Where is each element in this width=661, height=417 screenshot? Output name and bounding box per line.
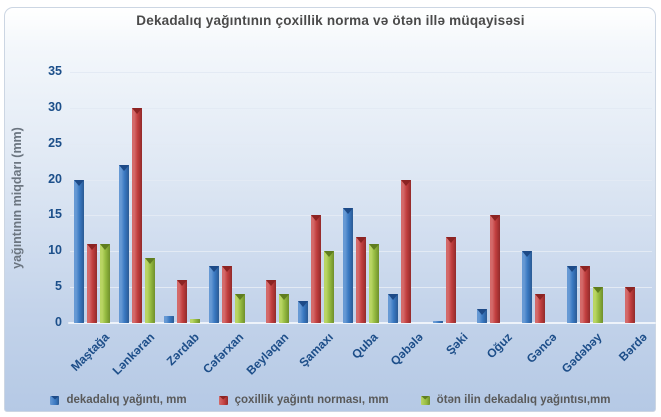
gridline: [70, 143, 652, 145]
bar-bevel-cap: [235, 294, 245, 300]
bar: [222, 266, 232, 323]
legend-swatch-bevel: [218, 395, 228, 400]
bar: [593, 287, 603, 323]
bar-bevel-cap: [100, 244, 110, 250]
bar: [145, 258, 155, 323]
bar-bevel-cap: [593, 287, 603, 293]
bar: [279, 294, 289, 323]
bar: [164, 316, 174, 323]
bar: [324, 251, 334, 323]
bar-bevel-cap: [119, 165, 129, 171]
bar-bevel-cap: [222, 266, 232, 272]
bar: [433, 321, 443, 323]
bar: [132, 108, 142, 323]
bar: [477, 309, 487, 323]
bar: [388, 294, 398, 323]
bar: [567, 266, 577, 323]
bar-bevel-cap: [401, 180, 411, 186]
bar-bevel-cap: [580, 266, 590, 272]
y-tick-label: 5: [55, 279, 62, 294]
bar: [74, 180, 84, 323]
bar-bevel-cap: [625, 287, 635, 293]
y-tick-label: 25: [48, 135, 62, 150]
bar: [343, 208, 353, 323]
y-tick-label: 30: [48, 99, 62, 114]
bar: [535, 294, 545, 323]
legend-label: ötən ilin dekadalıq yağıntısı,mm: [436, 394, 611, 406]
y-tick-label: 10: [48, 243, 62, 258]
legend-label: çoxillik yağıntı norması, mm: [234, 394, 389, 406]
bar-bevel-cap: [522, 251, 532, 257]
bar: [311, 215, 321, 323]
bar-bevel-cap: [87, 244, 97, 250]
y-tick-label: 15: [48, 207, 62, 222]
bar-bevel-cap: [490, 215, 500, 221]
bar-bevel-cap: [298, 301, 308, 307]
chart-frame: [4, 7, 656, 412]
gridline: [70, 215, 652, 217]
y-tick-label: 35: [48, 64, 62, 78]
bar-bevel-cap: [446, 237, 456, 243]
bar: [356, 237, 366, 323]
bar-bevel-cap: [266, 280, 276, 286]
legend-item: ötən ilin dekadalıq yağıntısı,mm: [420, 394, 611, 406]
legend-swatch-icon: [420, 395, 430, 405]
legend-item: dekadalıq yağıntı, mm: [50, 394, 187, 406]
bar-bevel-cap: [535, 294, 545, 300]
bar-bevel-cap: [343, 208, 353, 214]
bar: [119, 165, 129, 323]
legend-swatch-icon: [218, 395, 228, 405]
gridline: [70, 179, 652, 181]
bar-bevel-cap: [132, 108, 142, 114]
bar-bevel-cap: [324, 251, 334, 257]
bar-bevel-cap: [74, 180, 84, 186]
bar: [266, 280, 276, 323]
legend-swatch-bevel: [50, 395, 60, 400]
y-tick-label: 20: [48, 171, 62, 186]
bar-bevel-cap: [369, 244, 379, 250]
bar-bevel-cap: [145, 258, 155, 264]
bar: [490, 215, 500, 323]
legend-swatch-bevel: [420, 395, 430, 400]
bar: [190, 319, 200, 323]
legend-item: çoxillik yağıntı norması, mm: [218, 394, 389, 406]
bar: [235, 294, 245, 323]
bar-bevel-cap: [356, 237, 366, 243]
x-axis-line: [68, 322, 656, 324]
legend: dekadalıq yağıntı, mm çoxillik yağıntı no…: [0, 389, 661, 411]
bar-bevel-cap: [177, 280, 187, 286]
bar-bevel-cap: [388, 294, 398, 300]
bar: [298, 301, 308, 323]
bar: [401, 180, 411, 323]
y-tick-label: 0: [55, 315, 62, 329]
bar: [625, 287, 635, 323]
bar: [87, 244, 97, 323]
bar: [446, 237, 456, 323]
chart-title: Dekadalıq yağıntının çoxillik norma və ö…: [136, 13, 525, 28]
bar-bevel-cap: [477, 309, 487, 315]
bar-bevel-cap: [567, 266, 577, 272]
bar: [522, 251, 532, 323]
gridline: [70, 107, 652, 109]
bar: [100, 244, 110, 323]
legend-label: dekadalıq yağıntı, mm: [66, 394, 187, 406]
bar-bevel-cap: [209, 266, 219, 272]
bar: [580, 266, 590, 323]
bar: [209, 266, 219, 323]
bar: [369, 244, 379, 323]
gridline: [70, 72, 652, 73]
bar-bevel-cap: [279, 294, 289, 300]
bar-bevel-cap: [311, 215, 321, 221]
legend-swatch-icon: [50, 395, 60, 405]
bar: [177, 280, 187, 323]
